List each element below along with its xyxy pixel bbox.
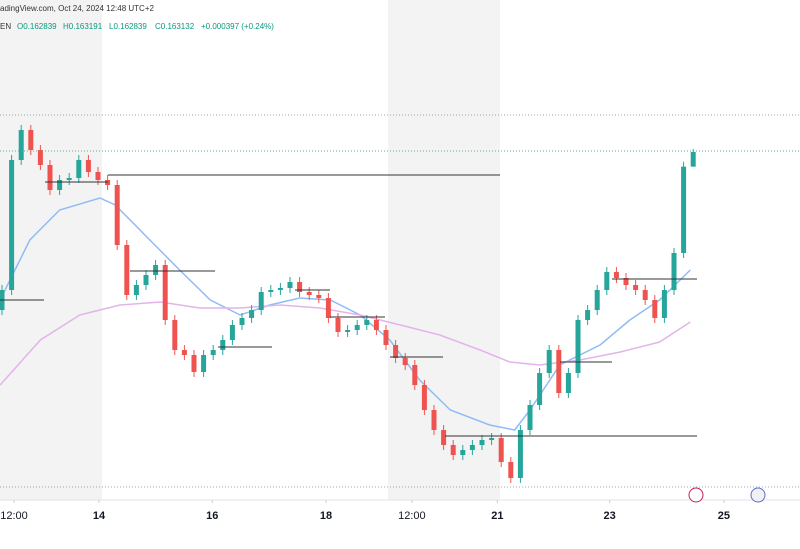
candle-body (671, 253, 677, 290)
candle-body (277, 288, 283, 290)
candle-body (421, 385, 427, 410)
x-tick-label: 18 (320, 510, 332, 522)
x-tick-label: 12:00 (0, 510, 28, 522)
candle-body (594, 290, 600, 310)
candle-body (239, 318, 245, 325)
candle-body (613, 272, 619, 278)
candle-body (335, 318, 341, 332)
candle-body (431, 410, 437, 430)
candle-body (191, 355, 197, 372)
candle-body (402, 358, 408, 365)
levels (0, 174, 697, 437)
candle-body (479, 440, 485, 445)
candle-body (124, 245, 130, 295)
candle-body (642, 290, 648, 300)
candle-body (527, 405, 533, 430)
candle-body (66, 178, 72, 180)
candle-body (681, 166, 687, 253)
candle-body (306, 292, 312, 295)
candle-body (37, 150, 43, 165)
candle-body (412, 365, 418, 385)
header-low: L0.162839 (109, 22, 147, 31)
candle-body (623, 278, 629, 285)
candle-body (345, 330, 351, 332)
candle-body (76, 160, 82, 178)
header-high: H0.163191 (63, 22, 103, 31)
candle-body (287, 282, 293, 288)
candle-body (325, 298, 331, 318)
candle-body (393, 345, 399, 358)
candle-body (9, 160, 15, 290)
candle-body (575, 320, 581, 373)
candle-body (268, 290, 274, 292)
candle-body (441, 430, 447, 445)
candle-body (565, 373, 571, 393)
candle-body (210, 350, 216, 355)
x-tick-label: 25 (718, 510, 730, 522)
candle-body (537, 373, 543, 405)
candle-body (364, 320, 370, 325)
candle-body (18, 130, 24, 160)
candle-body (508, 462, 514, 478)
candle-body (133, 285, 139, 295)
x-tick-label: 21 (491, 510, 503, 522)
header-open: O0.162839 (17, 22, 57, 31)
candle-body (229, 325, 235, 340)
candle-body (181, 350, 187, 355)
candle-body (633, 285, 639, 290)
candle-body (469, 445, 475, 450)
candle-body (354, 325, 360, 330)
x-tick-label: 23 (604, 510, 616, 522)
candle-body (604, 272, 610, 290)
candle-body (450, 445, 456, 455)
candle-body (585, 310, 591, 320)
candle-body (652, 300, 658, 318)
header-change: +0.000397 (+0.24%) (201, 22, 274, 31)
candle-body (201, 355, 207, 372)
candle-body (143, 275, 149, 285)
header-symbol: EN (0, 22, 11, 31)
candle-body (249, 310, 255, 318)
candle-body (28, 130, 34, 150)
candle-body (85, 160, 91, 172)
candle-body (47, 165, 53, 190)
candle-body (489, 438, 495, 440)
candle-body (556, 350, 562, 393)
event-icon[interactable] (750, 487, 766, 503)
candle-body (383, 330, 389, 345)
candle-body (498, 438, 504, 462)
candle-body (153, 265, 159, 275)
candle-body (661, 290, 667, 318)
candle-body (172, 320, 178, 350)
x-tick-label: 16 (206, 510, 218, 522)
candle-body (297, 282, 303, 292)
session-shade (0, 0, 102, 500)
candle-body (316, 295, 322, 298)
candle-body (517, 430, 523, 478)
candle-body (690, 152, 696, 167)
candle-body (95, 172, 101, 180)
candle-body (460, 450, 466, 455)
x-tick-label: 12:00 (398, 510, 426, 522)
candle-body (546, 350, 552, 373)
candle-body (220, 340, 226, 350)
plot (0, 125, 696, 483)
candle-body (258, 292, 264, 310)
candle-body (373, 320, 379, 330)
candle-body (114, 185, 120, 245)
session-shade (388, 0, 500, 500)
header-close: C0.163132 (155, 22, 195, 31)
event-icon[interactable] (688, 487, 704, 503)
candle-body (162, 265, 168, 320)
candle-body (57, 180, 63, 190)
header-source: adingView.com, Oct 24, 2024 12:48 UTC+2 (0, 4, 154, 13)
x-tick-label: 14 (93, 510, 106, 522)
